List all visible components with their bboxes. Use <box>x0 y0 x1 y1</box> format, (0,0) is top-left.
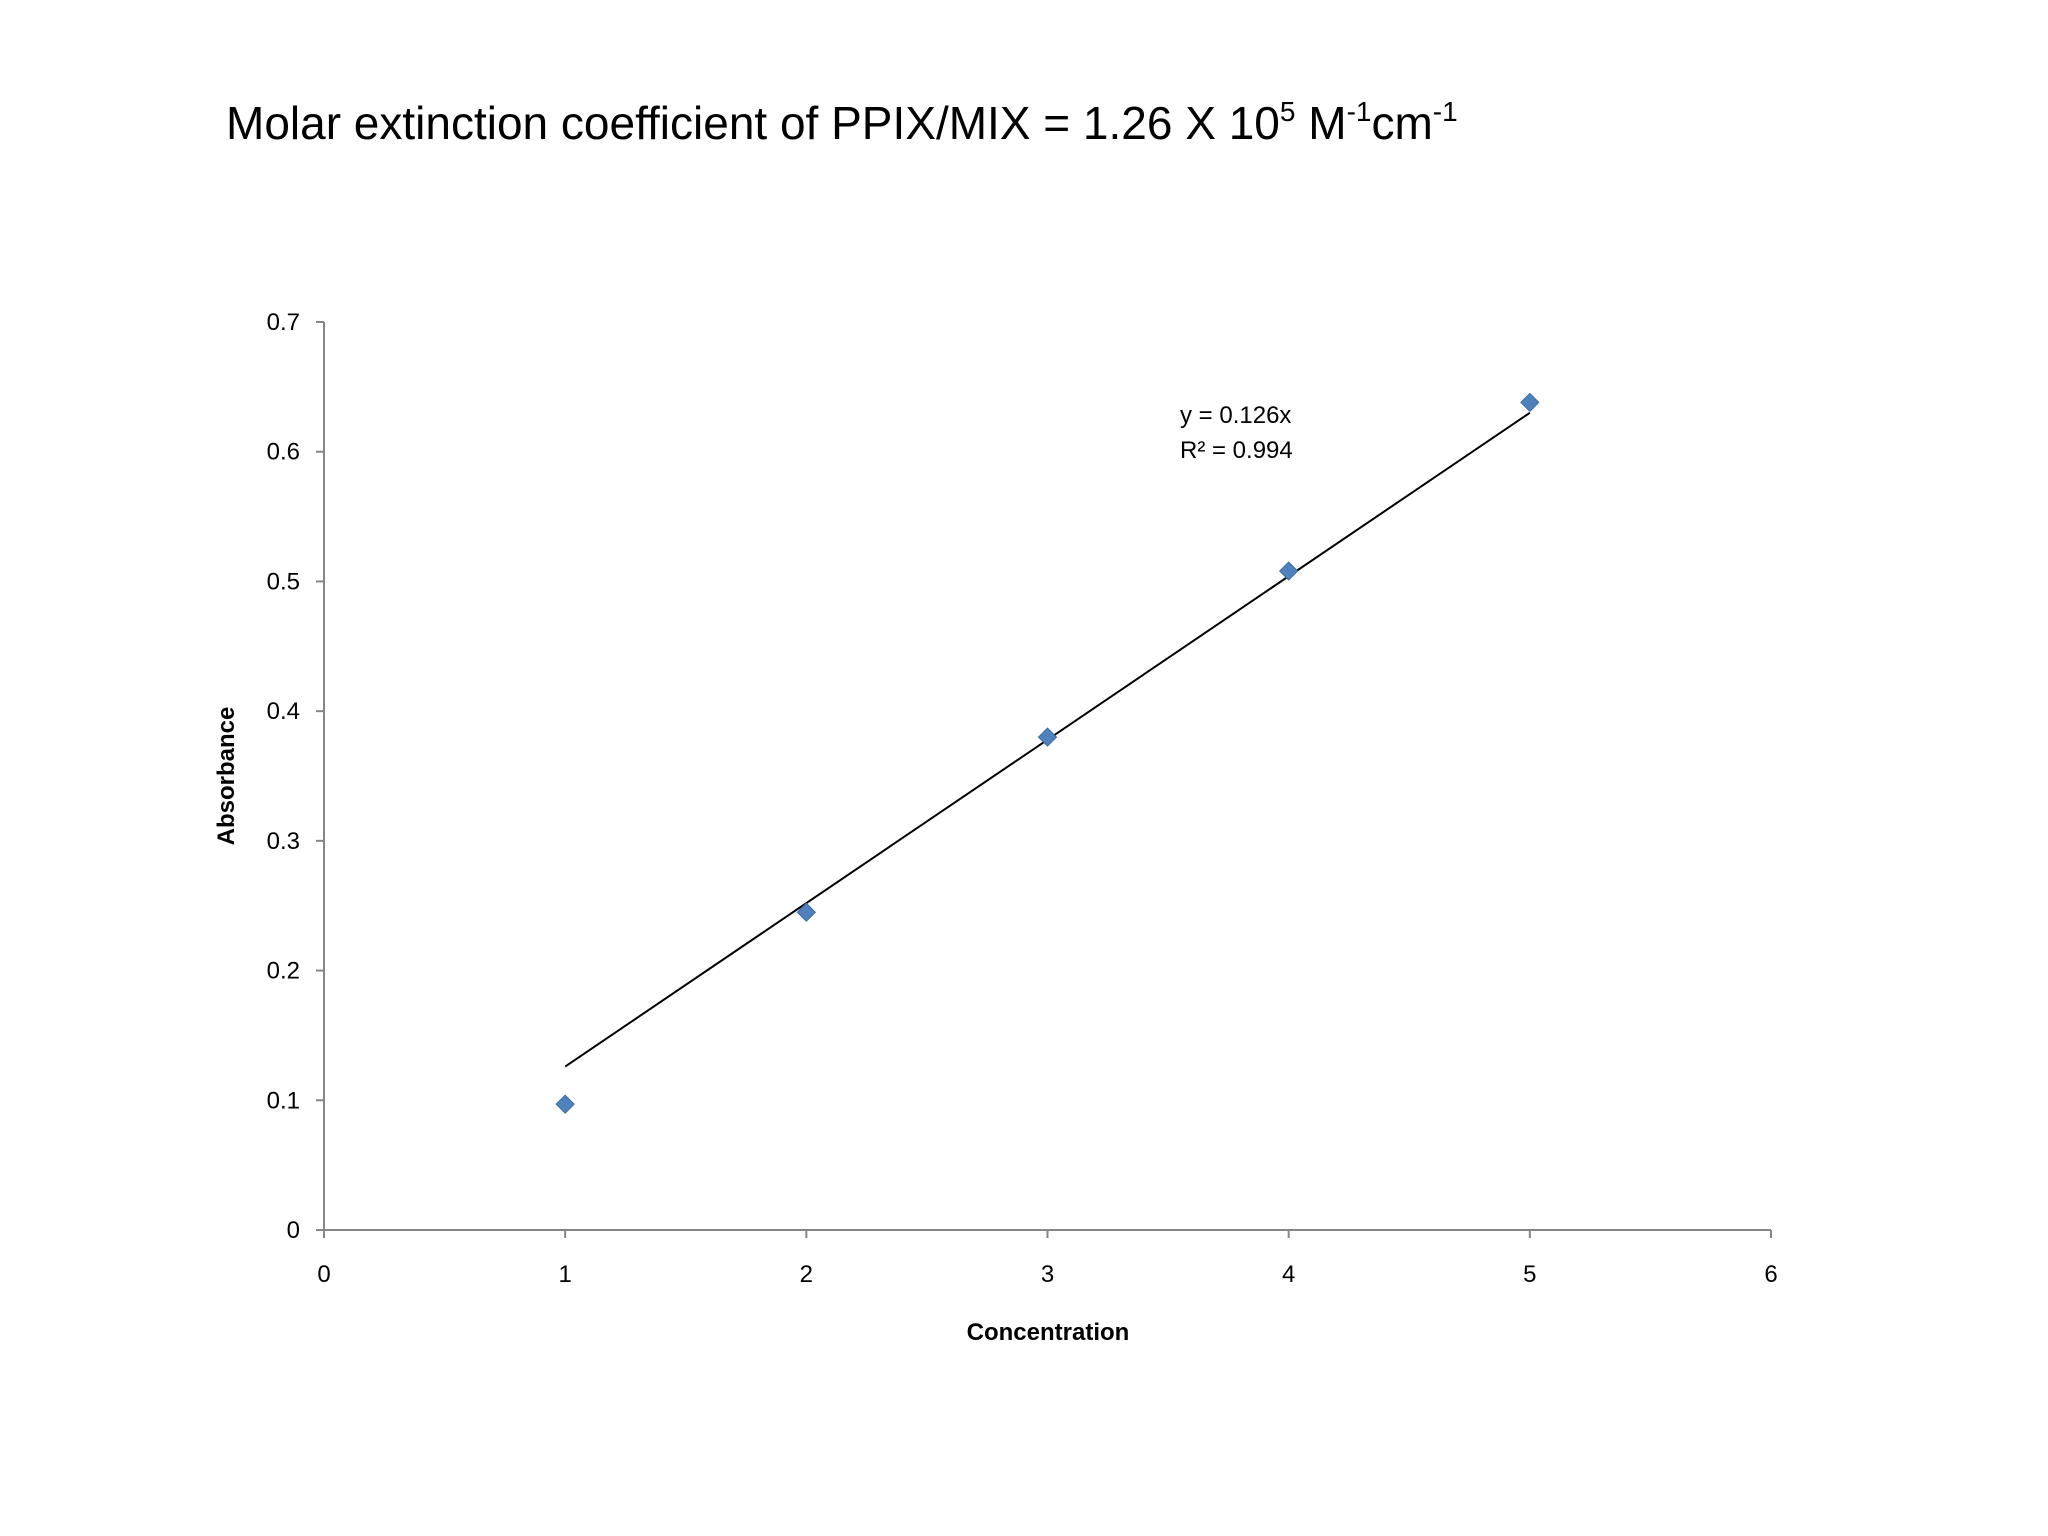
tick-labels: 0 0.1 0.2 0.3 0.4 0.5 0.6 0.7 0 1 2 3 4 5 6 <box>267 309 1778 1288</box>
trendline-equation: y = 0.126x <box>1180 402 1291 429</box>
y-tick-label: 0.5 <box>267 568 300 595</box>
y-tick-label: 0.6 <box>267 439 300 466</box>
title-unit-cm: cm <box>1371 97 1433 149</box>
y-tick-label: 0.2 <box>267 958 300 985</box>
data-point <box>796 902 817 922</box>
title-unit-m: M <box>1295 97 1347 149</box>
axes <box>316 321 1772 1238</box>
x-tick-label: 1 <box>558 1261 571 1288</box>
trendline-r-squared: R² = 0.994 <box>1180 437 1293 464</box>
data-point <box>1520 392 1540 413</box>
title-exponent-base: 5 <box>1279 96 1296 127</box>
x-tick-label: 4 <box>1282 1261 1295 1288</box>
title-exponent-m: -1 <box>1346 96 1372 127</box>
x-tick-label: 3 <box>1041 1261 1054 1288</box>
x-tick-label: 2 <box>800 1261 813 1288</box>
y-tick-label: 0.7 <box>267 309 300 336</box>
y-axis-label: Absorbance <box>213 707 240 846</box>
page-title: Molar extinction coefficient of PPIX/MIX… <box>226 96 1458 150</box>
x-tick-label: 0 <box>317 1261 330 1288</box>
y-tick-label: 0.3 <box>267 828 300 855</box>
axis-labels: Concentration Absorbance y = 0.126x R² =… <box>213 402 1293 1346</box>
y-tick-label: 0 <box>287 1217 300 1244</box>
data-points <box>555 392 1540 1114</box>
y-tick-label: 0.4 <box>267 698 300 725</box>
data-point <box>1278 561 1299 581</box>
y-tick-label: 0.1 <box>267 1087 300 1114</box>
title-main: Molar extinction coefficient of PPIX/MIX… <box>226 97 1280 149</box>
x-tick-label: 5 <box>1523 1261 1536 1288</box>
x-tick-label: 6 <box>1764 1261 1777 1288</box>
data-point <box>555 1094 575 1114</box>
title-exponent-cm: -1 <box>1432 96 1458 127</box>
data-point <box>1037 727 1058 747</box>
x-axis-label: Concentration <box>967 1319 1130 1346</box>
